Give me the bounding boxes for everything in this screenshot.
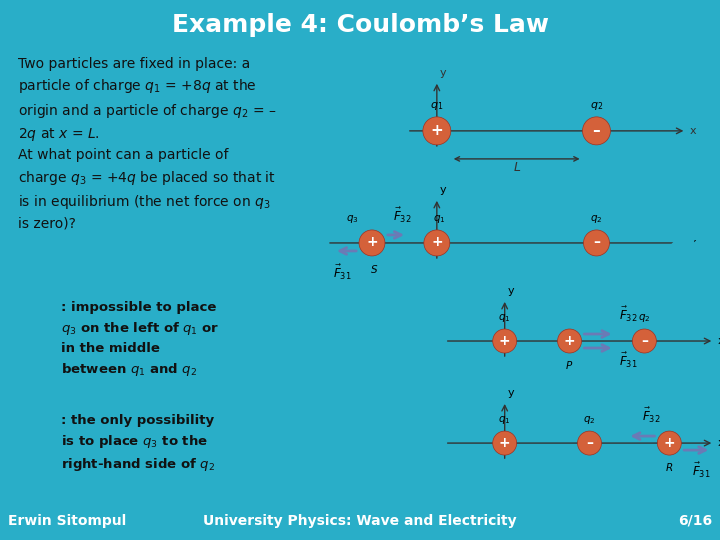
Text: : impossible to place
$q_3$ on the left of $q_1$ or
in the middle
between $q_1$ : : impossible to place $q_3$ on the left … (60, 301, 219, 378)
Text: $q_2$: $q_2$ (590, 100, 603, 112)
Text: $\vec{F}_{32}$: $\vec{F}_{32}$ (642, 406, 661, 425)
Circle shape (492, 329, 517, 353)
Text: Two particles are fixed in place: a
particle of charge $q_1$ = +8$q$ at the
orig: Two particles are fixed in place: a part… (18, 57, 276, 231)
Text: $q_1$: $q_1$ (498, 312, 511, 324)
Text: University Physics: Wave and Electricity: University Physics: Wave and Electricity (203, 514, 517, 528)
Text: ✘: ✘ (649, 205, 719, 286)
Circle shape (492, 431, 517, 455)
Text: y: y (508, 286, 514, 296)
Text: $q_1$: $q_1$ (433, 213, 445, 225)
Text: y: y (440, 185, 446, 195)
Circle shape (423, 117, 451, 145)
Text: +: + (499, 436, 510, 450)
Text: ✔: ✔ (21, 412, 51, 446)
Text: $\vec{F}_{32}$: $\vec{F}_{32}$ (619, 305, 638, 324)
Text: $q_2$: $q_2$ (590, 213, 603, 225)
Text: x: x (689, 126, 696, 136)
Text: : the only possibility
is to place $q_3$ to the
right-hand side of $q_2$: : the only possibility is to place $q_3$… (60, 414, 215, 473)
Circle shape (359, 230, 385, 256)
Bar (10, 251, 19, 313)
Text: $\vec{F}_{31}$: $\vec{F}_{31}$ (692, 461, 711, 480)
Text: Erwin Sitompul: Erwin Sitompul (8, 514, 126, 528)
Text: $L$: $L$ (513, 161, 521, 174)
Text: $\vec{F}_{31}$: $\vec{F}_{31}$ (333, 263, 351, 282)
Text: 6/16: 6/16 (678, 514, 712, 528)
Text: –: – (593, 123, 600, 138)
Text: ✘: ✘ (390, 302, 460, 383)
Text: $R$: $R$ (665, 461, 673, 473)
Text: +: + (499, 334, 510, 348)
Circle shape (424, 230, 450, 256)
Text: x: x (717, 336, 720, 346)
Text: $q_2$: $q_2$ (583, 414, 595, 426)
Text: $\vec{F}_{31}$: $\vec{F}_{31}$ (619, 351, 638, 370)
Text: $q_3$: $q_3$ (346, 213, 359, 225)
Text: ✔: ✔ (390, 404, 460, 485)
Text: +: + (431, 235, 443, 249)
Text: $q_1$: $q_1$ (430, 100, 444, 112)
Text: $S$: $S$ (370, 263, 378, 275)
Text: y: y (508, 388, 514, 398)
Circle shape (583, 230, 609, 256)
Text: $q_1$: $q_1$ (498, 414, 511, 426)
Circle shape (657, 431, 681, 455)
Text: x: x (689, 238, 696, 248)
Text: $P$: $P$ (565, 359, 574, 371)
Text: $q_2$: $q_2$ (638, 312, 651, 324)
Text: +: + (366, 235, 378, 249)
Text: +: + (664, 436, 675, 450)
Text: $\vec{F}_{32}$: $\vec{F}_{32}$ (392, 206, 411, 225)
Text: –: – (641, 334, 648, 348)
Text: +: + (431, 123, 444, 138)
Circle shape (582, 117, 611, 145)
Text: y: y (440, 68, 446, 78)
Text: –: – (593, 235, 600, 249)
Text: –: – (586, 436, 593, 450)
Circle shape (632, 329, 657, 353)
Circle shape (557, 329, 582, 353)
Text: x: x (717, 438, 720, 448)
Circle shape (577, 431, 601, 455)
Text: +: + (564, 334, 575, 348)
Text: ✘: ✘ (21, 299, 51, 333)
Text: Example 4: Coulomb’s Law: Example 4: Coulomb’s Law (171, 12, 549, 37)
